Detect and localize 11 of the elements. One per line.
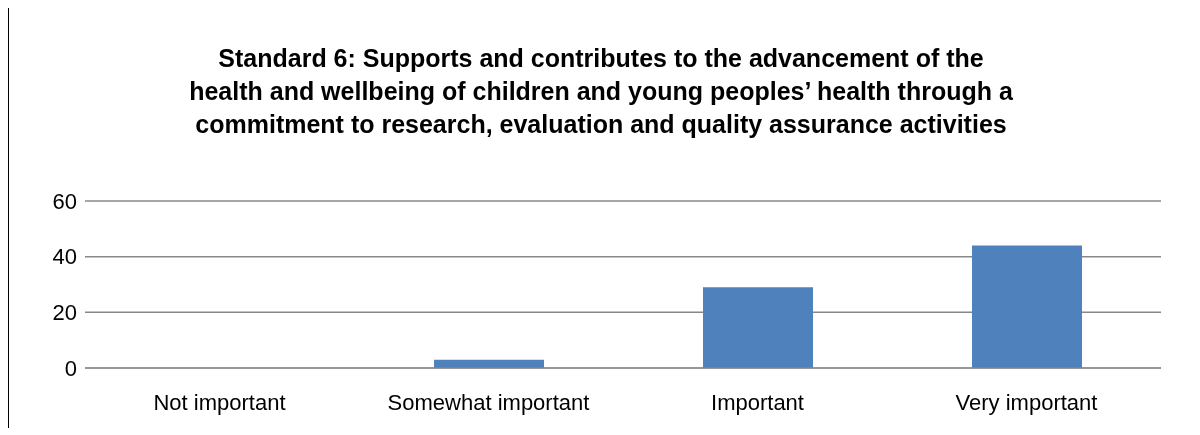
x-tick-label: Not important [153,389,286,415]
x-tick-label: Somewhat important [387,389,590,415]
bar [703,287,813,368]
y-tick-label: 60 [52,188,77,214]
x-tick-label: Important [711,389,804,415]
y-tick-label: 20 [52,300,77,326]
y-tick-label: 0 [64,355,77,381]
bar [972,245,1082,368]
chart-title: Standard 6: Supports and contributes to the advancement of the health and wellbeing of children and young peoples’ health through a commitment to research, evaluation and quality assurance activities [188,43,1014,140]
x-tick-label: Very important [955,389,1098,415]
y-tick-label: 40 [52,244,77,270]
